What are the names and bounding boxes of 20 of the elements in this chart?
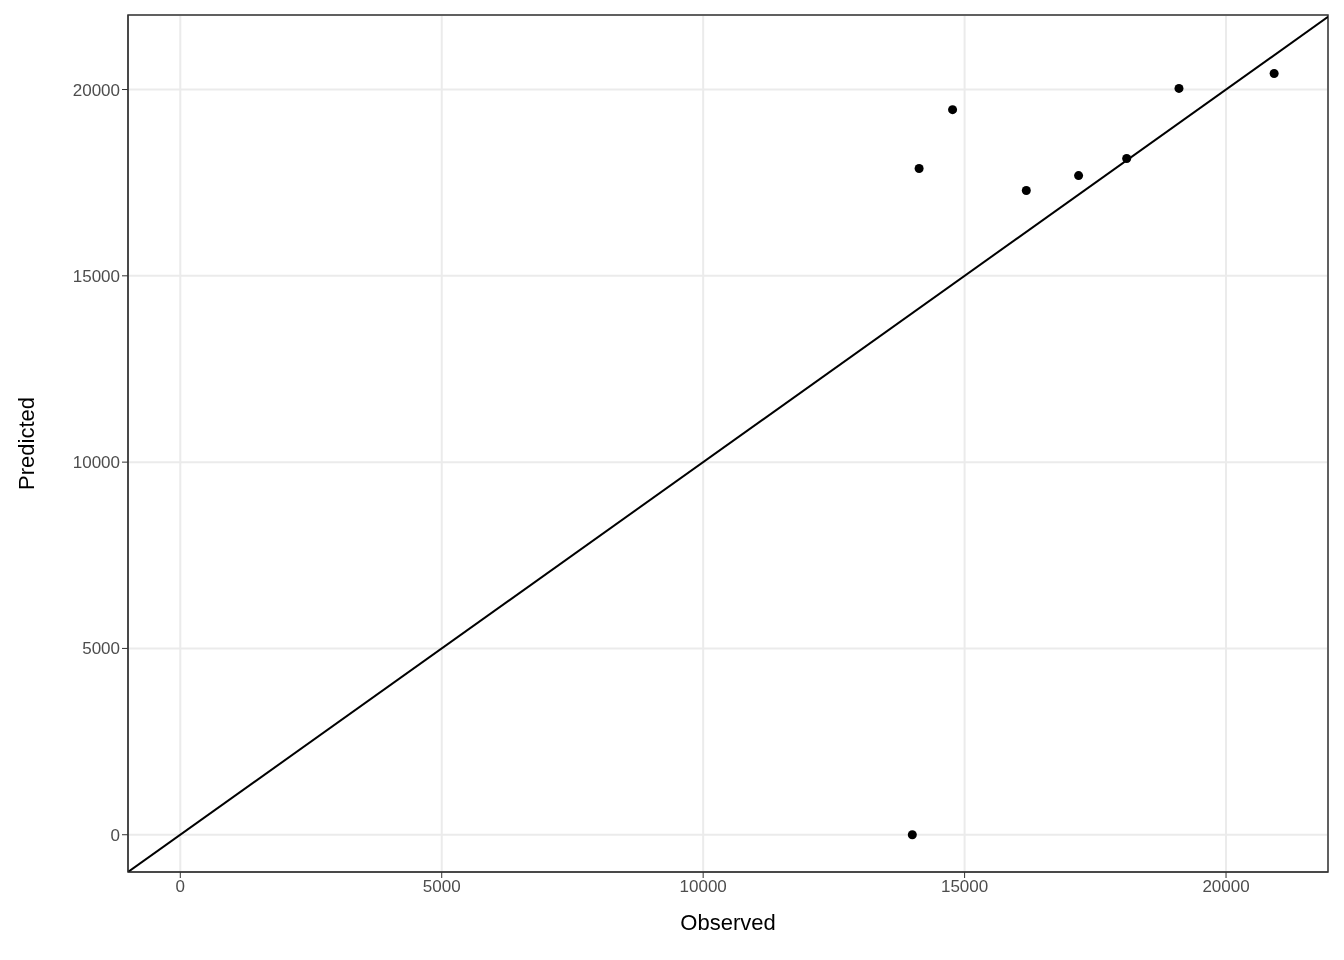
x-tick-label: 0 — [175, 877, 186, 897]
x-tick-label: 10000 — [679, 877, 727, 897]
y-tick-label: 5000 — [82, 639, 120, 659]
point — [1021, 185, 1031, 195]
x-tick-label: 5000 — [422, 877, 461, 897]
x-axis-title: Observed — [680, 910, 776, 935]
x-tick-label: 20000 — [1202, 877, 1250, 897]
y-tick-label: 0 — [110, 825, 120, 845]
point — [1074, 171, 1084, 181]
y-axis-title: Predicted — [13, 397, 39, 490]
y-tick-label: 10000 — [72, 453, 120, 473]
point — [1122, 153, 1132, 163]
point — [1174, 83, 1184, 93]
x-tick-label: 15000 — [940, 877, 989, 897]
y-tick-label: 20000 — [72, 80, 120, 100]
y-tick-label: 15000 — [72, 266, 120, 286]
point — [914, 164, 924, 174]
point — [948, 105, 958, 115]
point — [907, 830, 917, 840]
point — [1269, 68, 1279, 78]
